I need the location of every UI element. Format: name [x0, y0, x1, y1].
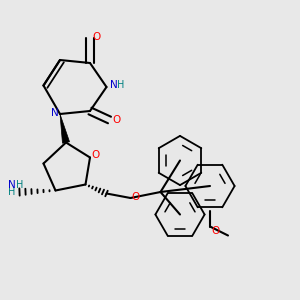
- Text: O: O: [92, 32, 101, 43]
- Text: N: N: [110, 80, 118, 91]
- Text: N: N: [8, 179, 16, 190]
- Text: O: O: [212, 226, 220, 236]
- Text: N: N: [51, 107, 58, 118]
- Text: O: O: [132, 191, 140, 202]
- Text: O: O: [112, 115, 120, 125]
- Text: H: H: [8, 187, 16, 197]
- Text: H: H: [16, 179, 23, 190]
- Text: O: O: [91, 150, 100, 160]
- Polygon shape: [60, 114, 70, 143]
- Text: H: H: [117, 80, 124, 91]
